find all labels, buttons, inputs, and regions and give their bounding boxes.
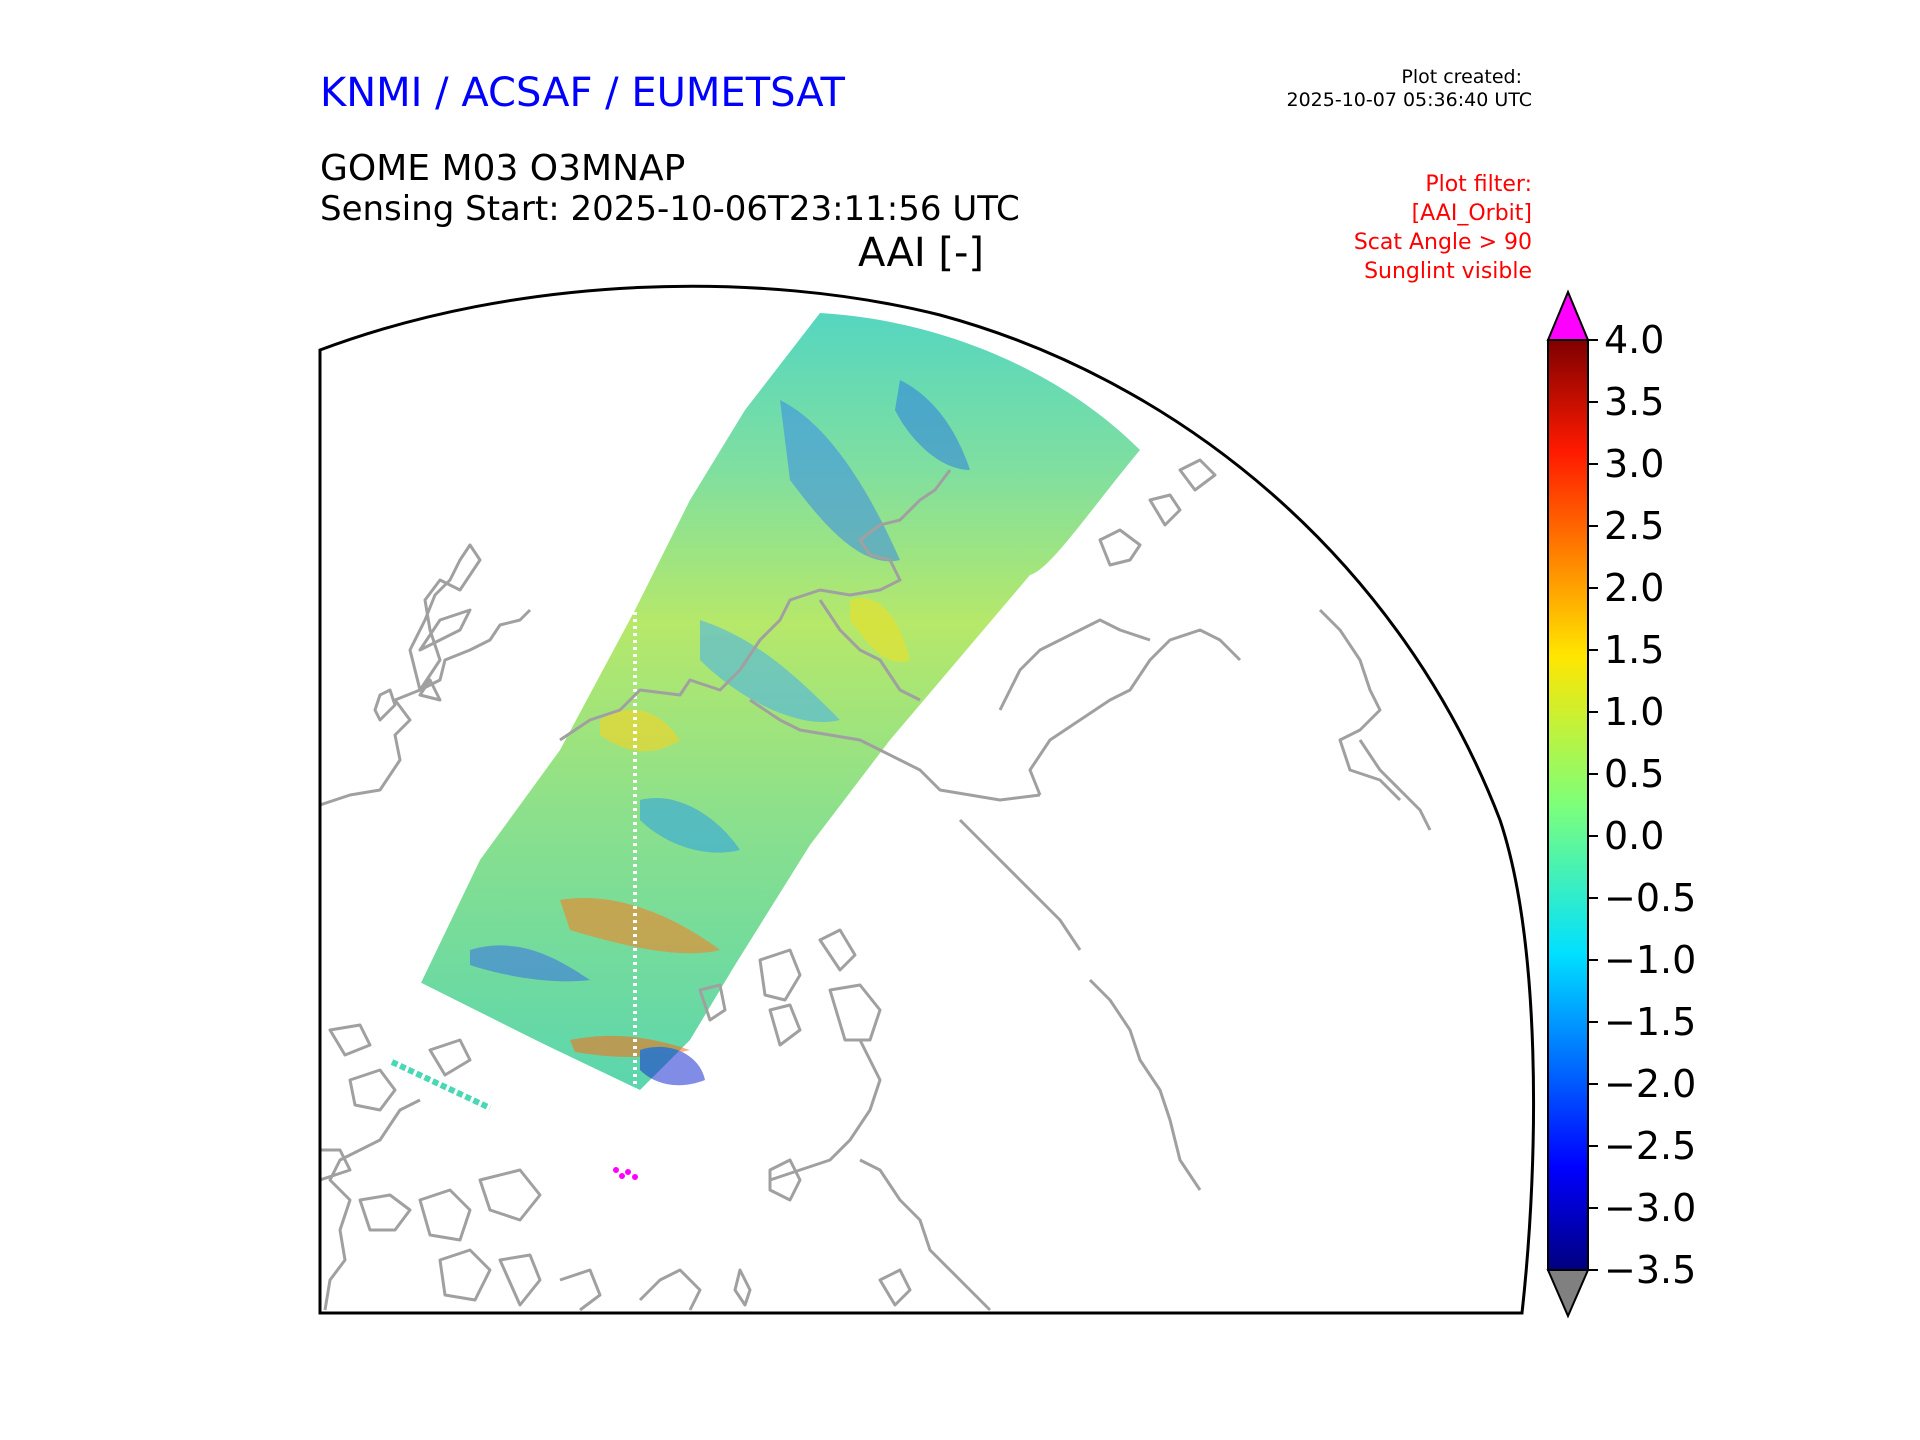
colorbar-tick-label: 1.5: [1604, 628, 1664, 672]
colorbar-tick-label: 2.0: [1604, 566, 1664, 610]
colorbar-tick-label: 2.5: [1604, 504, 1664, 548]
swath-fragment: [390, 1059, 492, 1111]
swath-scan-stripes: [403, 982, 622, 1118]
colorbar-tick-label: −2.5: [1604, 1124, 1696, 1168]
colorbar-tick-label: 0.0: [1604, 814, 1664, 858]
map-boundary: [318, 284, 1536, 1315]
colorbar-tick-label: 1.0: [1604, 690, 1664, 734]
plot-created-timestamp: 2025-10-07 05:36:40 UTC: [1286, 89, 1533, 111]
colorbar-tick-label: −0.5: [1604, 876, 1696, 920]
plot-filter-line: Sunglint visible: [1364, 259, 1532, 284]
colorbar-tick-label: −2.0: [1604, 1062, 1696, 1106]
colorbar-ticks: 4.0 3.5 3.0 2.5 2.0 1.5 1.0 0.5 0.0 −0.5 −1.0 −1.5 −…: [1588, 318, 1696, 1292]
colorbar-over-extend: [1546, 289, 1590, 341]
variable-label: AAI [-]: [858, 230, 984, 276]
colorbar-tick-label: 4.0: [1604, 318, 1664, 362]
plot-filter: Plot filter: [AAI_Orbit] Scat Angle > 90…: [1200, 170, 1532, 286]
aai-swath-texture: [470, 380, 970, 1086]
colorbar-gradient: [1547, 339, 1589, 1271]
colorbar-tick-label: 3.0: [1604, 442, 1664, 486]
colorbar: 4.0 3.5 3.0 2.5 2.0 1.5 1.0 0.5 0.0 −0.5 −1.0 −1.5 −…: [1546, 289, 1696, 1319]
colorbar-tick-label: 3.5: [1604, 380, 1664, 424]
colorbar-tick-label: −1.5: [1604, 1000, 1696, 1044]
plot-created-label: Plot created:: [1401, 66, 1522, 88]
organization-title: KNMI / ACSAF / EUMETSAT: [320, 70, 845, 116]
colorbar-under-extend: [1546, 1269, 1590, 1319]
colorbar-tick-label: −1.0: [1604, 938, 1696, 982]
product-title: GOME M03 O3MNAP: [320, 148, 686, 189]
over-range-points: [613, 1167, 638, 1180]
plot-filter-line: [AAI_Orbit]: [1411, 201, 1532, 226]
coastlines: [320, 458, 1432, 1312]
plot-filter-line: Scat Angle > 90: [1353, 230, 1532, 255]
plot-filter-line: Plot filter:: [1425, 172, 1532, 197]
colorbar-tick-label: −3.0: [1604, 1186, 1696, 1230]
map-area: [320, 286, 1534, 1314]
sensing-start: Sensing Start: 2025-10-06T23:11:56 UTC: [320, 189, 1020, 229]
colorbar-tick-label: −3.5: [1604, 1248, 1696, 1292]
colorbar-tick-label: 0.5: [1604, 752, 1664, 796]
